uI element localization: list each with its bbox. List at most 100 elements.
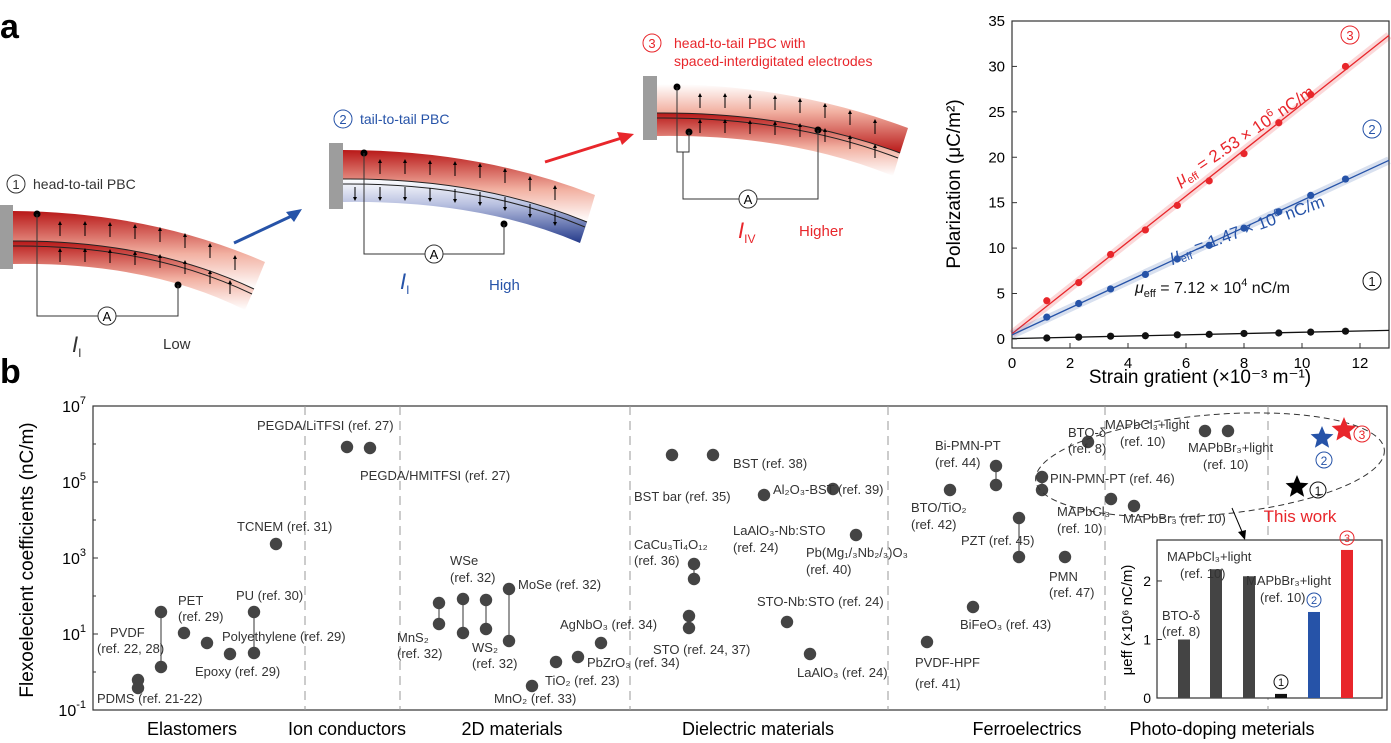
- data-point: [1035, 470, 1049, 484]
- current-symbol: IIV: [738, 218, 755, 246]
- label-mns2-ref: (ref. 32): [397, 646, 443, 661]
- y-tick-label: 30: [988, 58, 1005, 75]
- data-point-1: [1075, 333, 1083, 341]
- star-icon: [1331, 417, 1357, 441]
- highlight-ellipse: [1035, 412, 1385, 518]
- index-circle: [6, 174, 26, 194]
- category-label: Dielectric materials: [682, 719, 834, 739]
- data-point: [154, 660, 168, 674]
- data-point-2: [1307, 191, 1315, 199]
- y-tick-label: 5: [997, 286, 1005, 303]
- data-point: [200, 636, 214, 650]
- label-agnbo3: AgNbO₃ (ref. 34): [560, 617, 657, 632]
- label-bi-pmn-pt-ref: (ref. 44): [935, 455, 981, 470]
- data-point: [502, 634, 516, 648]
- label-bto-tio2: BTO/TiO₂: [911, 500, 967, 515]
- fit-line-3: [1011, 34, 1390, 335]
- schematic-head-to-tail: A 1 head-to-tail PBC II Low: [0, 174, 265, 360]
- data-points: [131, 424, 1235, 695]
- data-point: [706, 448, 720, 462]
- inset-label-bto-ref: (ref. 8): [1162, 624, 1200, 639]
- bar: [1308, 611, 1320, 698]
- x-tick-label: 6: [1182, 355, 1190, 372]
- label-tcnem: TCNEM (ref. 31): [237, 519, 332, 534]
- inset-label-bto: BTO-δ: [1162, 608, 1200, 623]
- clamp: [0, 205, 13, 269]
- transition-arrow-head: [617, 132, 634, 145]
- data-point-1: [1240, 329, 1248, 338]
- bar-number-label: 2: [1311, 595, 1317, 607]
- data-point-3: [1141, 226, 1149, 234]
- data-point: [682, 609, 696, 623]
- label-mapbbr3: MAPbBr₃ (ref. 10): [1123, 511, 1226, 526]
- label-mapbcl3-light-ref: (ref. 10): [1120, 434, 1166, 449]
- label-cacutio: CaCu₃Ti₄O₁₂: [634, 537, 708, 552]
- star-icon: [1285, 475, 1309, 497]
- label-pbzro3: PbZrO₃ (ref. 34): [587, 655, 680, 670]
- series-marker-circle: [1309, 481, 1327, 499]
- y-tick-label: 10-1: [58, 699, 86, 720]
- y-tick-label: 10: [988, 240, 1005, 257]
- y-tick-label: 20: [988, 149, 1005, 166]
- beam-interface-line: [12, 240, 255, 290]
- inset-label-mapbbr3: MAPbBr₃+light: [1246, 573, 1332, 588]
- label-pmn: PMN: [1049, 569, 1078, 584]
- star-icon: [1310, 426, 1334, 448]
- data-point: [247, 646, 261, 660]
- inset-y-axis-label: μeff (×10⁶ nC/m): [1119, 565, 1136, 676]
- category-label: Ferroelectrics: [972, 719, 1081, 739]
- index-number: 3: [648, 36, 655, 51]
- clamp: [643, 76, 657, 140]
- data-point-2: [1107, 285, 1115, 293]
- fit-lines: [1009, 32, 1391, 340]
- series-number: 1: [1315, 484, 1322, 498]
- x-ticks: 0 2 4 6 8 10 12: [1008, 343, 1368, 372]
- inset-bar-chart: 0 1 2 μeff (×10⁶ nC/m) MAPbCl₃+light (ref.…: [1119, 530, 1383, 706]
- fit-line-1: [1011, 329, 1390, 340]
- data-point: [1035, 483, 1049, 497]
- ammeter-icon: [97, 306, 117, 326]
- label-bst-bar: BST bar (ref. 35): [634, 489, 731, 504]
- data-point: [456, 626, 470, 640]
- data-point: [665, 448, 679, 462]
- data-point-3: [1173, 201, 1181, 209]
- data-point: [1127, 499, 1141, 513]
- data-point: [223, 647, 237, 661]
- dipole-arrows: [698, 93, 877, 158]
- label-bst: BST (ref. 38): [733, 456, 807, 471]
- label-pet: PET: [178, 593, 203, 608]
- y-tick-label: 107: [62, 395, 86, 416]
- label-wse-ref: (ref. 32): [450, 570, 496, 585]
- x-tick-label: 2: [1066, 355, 1074, 372]
- label-cacutio-ref: (ref. 36): [634, 553, 680, 568]
- label-bto-delta: BTO-δ: [1068, 425, 1106, 440]
- category-label: Photo-doping meterials: [1129, 719, 1314, 739]
- bar: [1341, 549, 1353, 698]
- x-tick-label: 8: [1240, 355, 1248, 372]
- y-tick-label: 103: [62, 547, 86, 568]
- label-mose: MoSe (ref. 32): [518, 577, 601, 592]
- label-pin-pmn-pt: PIN-PMN-PT (ref. 46): [1050, 471, 1175, 486]
- label-mapbcl3: MAPbCl₃: [1057, 504, 1110, 519]
- data-point: [502, 582, 516, 596]
- data-point: [525, 679, 539, 693]
- ammeter-label: A: [430, 247, 439, 262]
- data-point: [571, 650, 585, 664]
- series-number: 2: [1321, 454, 1328, 468]
- data-point: [687, 557, 701, 571]
- data-point: [269, 537, 283, 551]
- schematic-title-line1: head-to-tail PBC with: [674, 35, 806, 51]
- label-epoxy: Epoxy (ref. 29): [195, 664, 280, 679]
- label-sto-nbsto: STO-Nb:STO (ref. 24): [757, 594, 884, 609]
- schematic-title-line2: spaced-interdigitated electrodes: [674, 53, 872, 69]
- data-point-2: [1275, 208, 1283, 216]
- current-level: Low: [163, 336, 191, 353]
- x-tick-label: 0: [1008, 355, 1016, 372]
- data-point: [989, 459, 1003, 473]
- label-pmn-nb: Pb(Mg₁/₃Nb₂/₃)O₃: [806, 545, 908, 560]
- beam-top-layer: [657, 84, 908, 153]
- ammeter-label: A: [103, 309, 112, 324]
- category-label: Ion conductors: [288, 719, 406, 739]
- data-point-3: [1240, 150, 1248, 158]
